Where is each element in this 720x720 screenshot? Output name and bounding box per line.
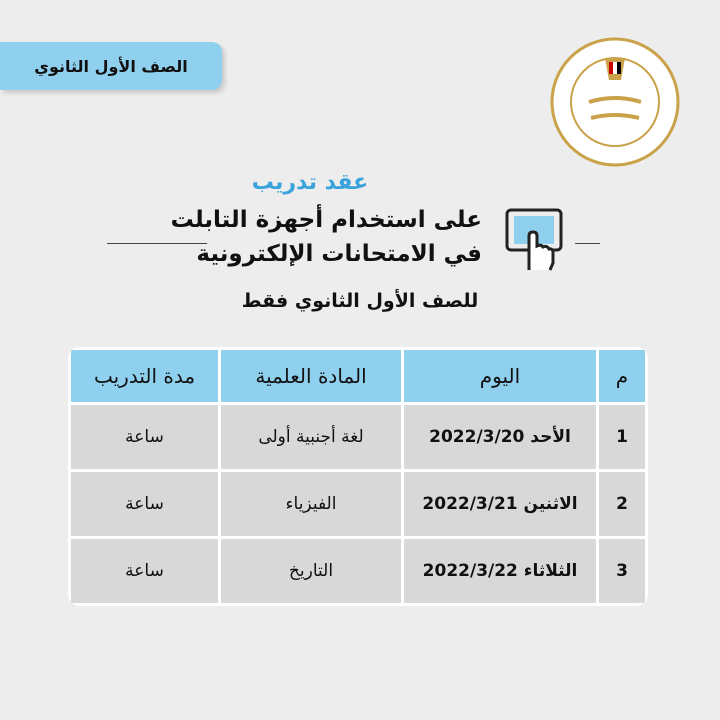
divider-right [575,243,600,244]
cell-day: الثلاثاء 2022/3/22 [404,539,596,603]
ministry-logo [550,37,680,167]
cell-subject: التاريخ [221,539,401,603]
cell-day: الاثنين 2022/3/21 [404,472,596,536]
heading-line-2: في الامتحانات الإلكترونية [196,241,482,267]
table-header: م اليوم المادة العلمية مدة التدريب [71,350,645,402]
table-row: 3 الثلاثاء 2022/3/22 التاريخ ساعة [71,539,645,603]
title: عقد تدريب [251,170,369,195]
table-row: 2 الاثنين 2022/3/21 الفيزياء ساعة [71,472,645,536]
subtitle: للصف الأول الثانوي فقط [241,290,479,312]
cell-number: 2 [599,472,645,536]
cell-day: الأحد 2022/3/20 [404,405,596,469]
schedule-table: م اليوم المادة العلمية مدة التدريب 1 الأ… [68,347,648,606]
heading-line-1: على استخدام أجهزة التابلت [170,207,482,233]
tablet-touch-icon [505,208,563,271]
heading: على استخدام أجهزة التابلت في الامتحانات … [171,203,482,271]
table-row: 1 الأحد 2022/3/20 لغة أجنبية أولى ساعة [71,405,645,469]
cell-number: 1 [599,405,645,469]
cell-duration: ساعة [71,405,218,469]
cell-number: 3 [599,539,645,603]
cell-subject: لغة أجنبية أولى [221,405,401,469]
header-subject: المادة العلمية [221,350,401,402]
cell-subject: الفيزياء [221,472,401,536]
cell-duration: ساعة [71,539,218,603]
grade-badge: الصف الأول الثانوي [0,42,222,90]
grade-badge-label: الصف الأول الثانوي [34,56,188,76]
header-duration: مدة التدريب [71,350,218,402]
divider-left [107,243,207,244]
header-day: اليوم [404,350,596,402]
header-number: م [599,350,645,402]
cell-duration: ساعة [71,472,218,536]
